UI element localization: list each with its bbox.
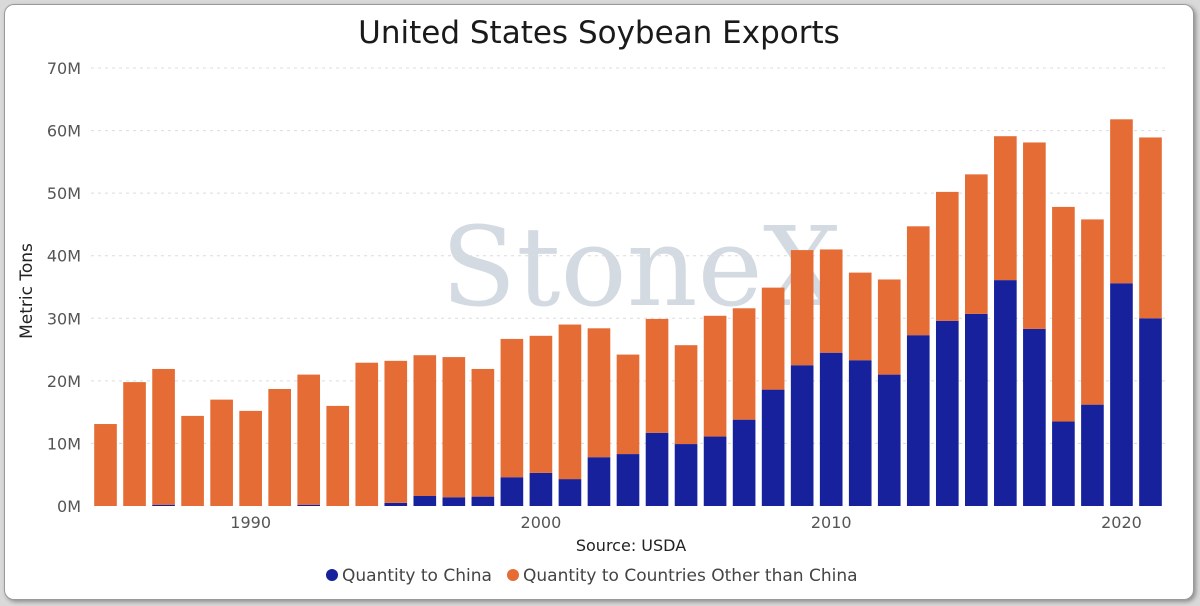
bar-other-countries[interactable]	[413, 355, 437, 496]
bar-other-countries[interactable]	[152, 368, 175, 505]
bar-china[interactable]	[645, 432, 669, 506]
x-tick-label: 2000	[521, 513, 562, 532]
bar-china[interactable]	[587, 457, 611, 506]
bar-other-countries[interactable]	[239, 410, 262, 506]
bar-other-countries[interactable]	[965, 174, 988, 314]
bar-china[interactable]	[965, 313, 988, 506]
bar-china[interactable]	[994, 280, 1017, 506]
bar-china[interactable]	[471, 496, 495, 506]
bar-china[interactable]	[790, 365, 814, 506]
bar-other-countries[interactable]	[877, 279, 901, 375]
bar-other-countries[interactable]	[935, 191, 959, 321]
bar-other-countries[interactable]	[94, 424, 117, 506]
legend[interactable]: Quantity to China Quantity to Countries …	[326, 566, 858, 586]
legend-label-china[interactable]: Quantity to China	[342, 566, 492, 586]
bar-china[interactable]	[935, 320, 959, 506]
x-tick-label: 2010	[811, 513, 852, 532]
bar-other-countries[interactable]	[268, 388, 291, 506]
y-axis-title: Metric Tons	[17, 243, 37, 339]
bar-other-countries[interactable]	[210, 399, 233, 506]
x-axis-ticks: 1990 2000 2010 2020	[230, 513, 1142, 532]
bar-china[interactable]	[558, 479, 582, 506]
bar-china[interactable]	[152, 504, 175, 506]
bar-other-countries[interactable]	[1139, 137, 1162, 319]
y-tick-label: 10M	[47, 434, 81, 453]
bar-other-countries[interactable]	[848, 272, 872, 361]
bar-china[interactable]	[877, 374, 901, 506]
bar-china[interactable]	[819, 352, 843, 506]
bar-china[interactable]	[442, 497, 466, 506]
chart-title: United States Soybean Exports	[358, 15, 840, 51]
bar-other-countries[interactable]	[558, 324, 582, 480]
bar-china[interactable]	[674, 444, 698, 506]
bar-china[interactable]	[500, 477, 524, 506]
bar-china[interactable]	[616, 454, 640, 506]
y-tick-label: 50M	[47, 184, 81, 203]
bar-other-countries[interactable]	[326, 405, 350, 506]
bar-china[interactable]	[1139, 318, 1162, 506]
bar-other-countries[interactable]	[1110, 119, 1133, 284]
legend-marker-china	[326, 569, 338, 581]
bar-other-countries[interactable]	[994, 136, 1017, 281]
x-axis-title: Source: USDA	[576, 536, 686, 555]
bar-other-countries[interactable]	[761, 287, 785, 390]
y-tick-label: 70M	[47, 59, 81, 78]
bar-other-countries[interactable]	[123, 382, 146, 506]
bar-china[interactable]	[761, 389, 785, 506]
y-tick-label: 30M	[47, 309, 81, 328]
bar-china[interactable]	[297, 504, 321, 506]
y-tick-label: 20M	[47, 372, 81, 391]
bar-china[interactable]	[732, 419, 756, 506]
bar-other-countries[interactable]	[471, 368, 495, 497]
x-tick-label: 1990	[230, 513, 271, 532]
bar-china[interactable]	[384, 502, 408, 506]
bar-china[interactable]	[529, 472, 553, 506]
bar-other-countries[interactable]	[384, 360, 408, 503]
bar-china[interactable]	[1110, 283, 1133, 506]
y-tick-label: 0M	[57, 497, 81, 516]
bar-other-countries[interactable]	[790, 250, 814, 366]
y-tick-label: 60M	[47, 122, 81, 141]
bar-other-countries[interactable]	[819, 249, 843, 353]
bar-other-countries[interactable]	[442, 357, 466, 498]
bar-china[interactable]	[1023, 328, 1046, 506]
bar-other-countries[interactable]	[906, 226, 930, 336]
legend-label-other[interactable]: Quantity to Countries Other than China	[523, 566, 858, 586]
bar-china[interactable]	[848, 360, 872, 506]
bar-other-countries[interactable]	[500, 338, 524, 478]
legend-marker-other	[507, 569, 519, 581]
bar-other-countries[interactable]	[529, 335, 553, 473]
bar-other-countries[interactable]	[297, 374, 321, 505]
y-axis-ticks: 0M 10M 20M 30M 40M 50M 60M 70M	[47, 59, 81, 516]
bar-other-countries[interactable]	[181, 415, 204, 506]
bar-china[interactable]	[413, 495, 437, 506]
bar-other-countries[interactable]	[616, 354, 640, 455]
bar-other-countries[interactable]	[703, 315, 727, 437]
x-tick-label: 2020	[1101, 513, 1142, 532]
bar-other-countries[interactable]	[587, 328, 611, 458]
bar-other-countries[interactable]	[1023, 142, 1046, 329]
bar-china[interactable]	[906, 335, 930, 506]
bar-china[interactable]	[703, 436, 727, 506]
bar-other-countries[interactable]	[674, 345, 698, 445]
bar-other-countries[interactable]	[1052, 206, 1075, 422]
bar-china[interactable]	[1081, 404, 1104, 506]
bar-china[interactable]	[1052, 421, 1075, 506]
bar-other-countries[interactable]	[645, 318, 669, 433]
y-tick-label: 40M	[47, 247, 81, 266]
bar-other-countries[interactable]	[1081, 219, 1104, 405]
chart-card: StoneX 0M 10M 20M 30M 40M 50M 60M 70M 1990 2000 2…	[4, 4, 1194, 600]
bars	[94, 119, 1162, 506]
bar-other-countries[interactable]	[355, 362, 379, 506]
bar-other-countries[interactable]	[732, 308, 756, 420]
